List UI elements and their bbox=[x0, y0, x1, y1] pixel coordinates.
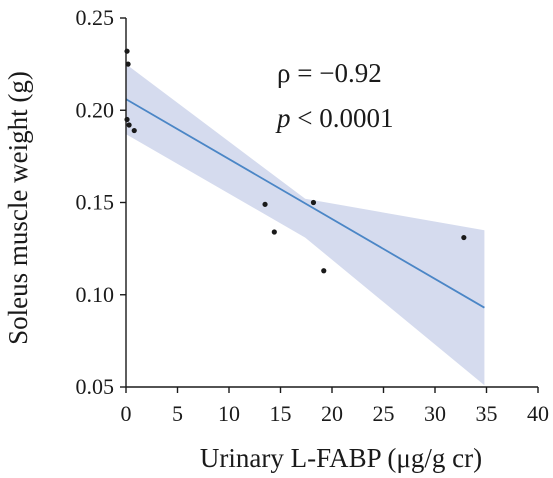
data-point bbox=[125, 61, 131, 67]
data-point bbox=[262, 201, 268, 207]
y-tick-label: 0.15 bbox=[76, 190, 115, 215]
data-point bbox=[124, 48, 130, 54]
x-tick-label: 25 bbox=[373, 401, 395, 426]
annotation-p-value: p < 0.0001 bbox=[275, 103, 393, 133]
x-tick-label: 0 bbox=[121, 401, 132, 426]
y-axis-title: Soleus muscle weight (g) bbox=[3, 71, 33, 345]
y-tick-label: 0.20 bbox=[76, 97, 115, 122]
confidence-band bbox=[126, 64, 485, 386]
data-point bbox=[461, 234, 467, 241]
y-tick-label: 0.10 bbox=[76, 282, 115, 307]
data-point bbox=[310, 199, 317, 206]
data-point bbox=[321, 268, 327, 274]
data-point bbox=[126, 122, 132, 128]
data-point bbox=[124, 116, 130, 123]
x-tick-label: 20 bbox=[321, 401, 343, 426]
regression-line-layer bbox=[125, 98, 485, 309]
x-tick-label: 30 bbox=[424, 401, 446, 426]
data-points-layer bbox=[124, 48, 467, 274]
x-tick-label: 35 bbox=[476, 401, 498, 426]
x-tick-label: 5 bbox=[172, 401, 183, 426]
confidence-band-layer bbox=[126, 64, 485, 386]
data-point bbox=[131, 127, 137, 134]
x-tick-label: 15 bbox=[270, 401, 292, 426]
x-axis-title: Urinary L-FABP (μg/g cr) bbox=[200, 443, 482, 473]
regression-line bbox=[125, 98, 485, 309]
annotation-rho: ρ = −0.92 bbox=[277, 58, 382, 88]
x-tick-label: 40 bbox=[527, 401, 549, 426]
x-tick-label: 10 bbox=[218, 401, 240, 426]
y-tick-label: 0.25 bbox=[76, 5, 115, 30]
axes-layer: 0 5 10 15 20 25 30 35 40 0.05 0.10 0.15 0.20 0.25 bbox=[76, 5, 550, 426]
y-tick-label: 0.05 bbox=[76, 374, 115, 399]
data-point bbox=[271, 229, 277, 235]
